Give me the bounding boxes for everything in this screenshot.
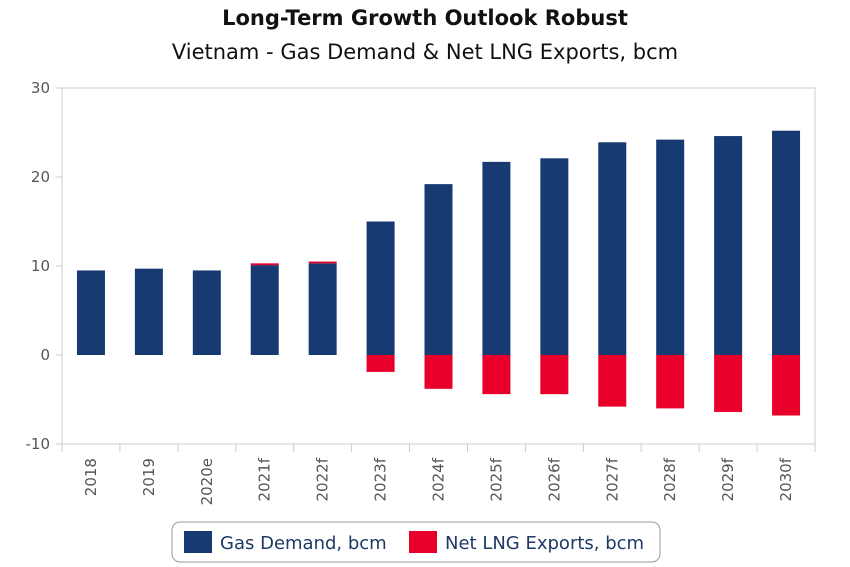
y-tick-label: 0 [40,346,50,364]
x-tick-label: 2028f [661,457,679,501]
bar-net-lng-exports-2030f [772,355,801,416]
x-tick-label: 2029f [719,457,737,501]
y-tick-label: -10 [26,435,51,453]
x-tick-label: 2030f [777,457,795,501]
x-tick-label: 2018 [82,458,100,496]
legend-label: Gas Demand, bcm [220,533,387,554]
bar-gas-demand-2026f [540,158,569,355]
bar-gas-demand-2022f [308,263,337,355]
x-tick-label: 2026f [545,457,563,501]
bar-net-lng-exports-2024f [424,355,453,389]
x-tick-label: 2024f [430,457,448,501]
legend-label: Net LNG Exports, bcm [445,533,644,554]
x-tick-label: 2027f [603,457,621,501]
bar-net-lng-exports-2029f [714,355,743,412]
x-tick-label: 2023f [372,457,390,501]
bar-net-lng-exports-2026f [540,355,569,395]
bar-net-lng-exports-2023f [366,355,395,372]
bars [76,130,801,416]
bar-gas-demand-2019 [134,268,163,355]
x-tick-label: 2022f [314,457,332,501]
bar-gas-demand-2030f [772,130,801,355]
bar-net-lng-exports-2025f [482,355,511,395]
legend-swatch [409,531,437,553]
bar-net-lng-exports-2028f [656,355,685,409]
legend-swatch [184,531,212,553]
bar-gas-demand-2028f [656,139,685,355]
y-tick-label: 10 [31,257,50,275]
y-axis: -10 0 10 20 30 [26,79,62,453]
x-tick-label: 2020e [198,458,216,505]
x-tick-label: 2025f [487,457,505,501]
x-tick-label: 2019 [140,458,158,496]
bar-gas-demand-2018 [76,270,105,355]
chart-title: Long-Term Growth Outlook Robust [222,6,628,30]
y-tick-label: 30 [31,79,50,97]
bar-gas-demand-2029f [714,136,743,355]
bar-net-lng-exports-2021f [250,263,279,266]
x-tick-label: 2021f [256,457,274,501]
bar-gas-demand-2023f [366,221,395,355]
x-axis: 2018 2019 2020e 2021f 2022f 2023f 2024f 2025f 20… [61,444,816,505]
y-tick-label: 20 [31,168,50,186]
bar-gas-demand-2024f [424,184,453,355]
bar-gas-demand-2020e [192,270,221,355]
bar-net-lng-exports-2027f [598,355,627,407]
bar-gas-demand-2021f [250,265,279,355]
bar-net-lng-exports-2022f [308,261,337,264]
bar-gas-demand-2027f [598,142,627,355]
chart-subtitle: Vietnam - Gas Demand & Net LNG Exports, … [171,40,679,64]
legend: Gas Demand, bcm Net LNG Exports, bcm [171,521,661,563]
bar-gas-demand-2025f [482,161,511,355]
